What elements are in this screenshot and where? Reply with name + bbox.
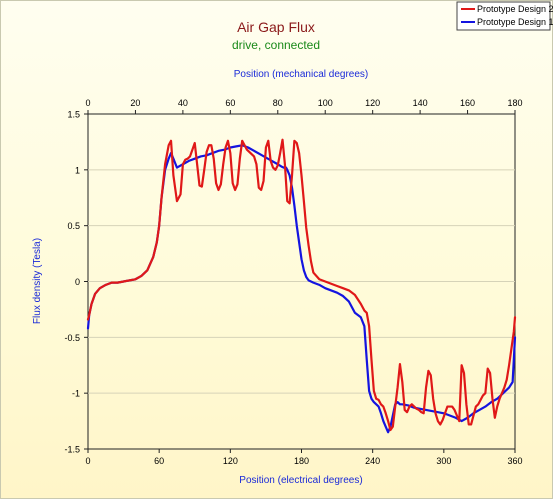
- x-tick-label-top: 60: [225, 98, 235, 108]
- x-axis-top-label: Position (mechanical degrees): [234, 69, 369, 80]
- series-line-design2: [86, 138, 517, 432]
- series-line-design1: [86, 144, 517, 434]
- legend-box: [456, 1, 551, 31]
- y-tick-label: 0.5: [67, 221, 80, 231]
- x-tick-label-top: 180: [507, 98, 522, 108]
- x-tick-label-bottom: 0: [85, 456, 90, 466]
- x-tick-label-top: 120: [365, 98, 380, 108]
- chart-title: Air Gap Flux: [237, 19, 315, 35]
- y-tick-label: 1: [75, 165, 80, 175]
- x-axis-bottom-label: Position (electrical degrees): [239, 475, 362, 486]
- x-tick-label-bottom: 180: [294, 456, 309, 466]
- chart-subtitle: drive, connected: [232, 38, 320, 52]
- x-tick-label-top: 160: [460, 98, 475, 108]
- x-tick-label-bottom: 360: [507, 456, 522, 466]
- x-tick-label-top: 80: [273, 98, 283, 108]
- x-tick-label-bottom: 120: [223, 456, 238, 466]
- y-tick-label: -1: [72, 389, 80, 399]
- x-tick-label-bottom: 60: [154, 456, 164, 466]
- legend-label-design2: Prototype Design 2: [477, 4, 553, 14]
- y-tick-label: 1.5: [67, 110, 80, 120]
- x-tick-label-top: 0: [85, 98, 90, 108]
- y-tick-label: -0.5: [64, 333, 80, 343]
- x-tick-label-top: 20: [130, 98, 140, 108]
- legend: Prototype Design 2 Prototype Design 1: [456, 1, 553, 31]
- y-tick-label: -1.5: [64, 445, 80, 455]
- legend-label-design1: Prototype Design 1: [477, 17, 553, 27]
- y-axis-label: Flux density (Tesla): [32, 238, 43, 324]
- x-tick-label-bottom: 300: [436, 456, 451, 466]
- x-tick-label-top: 100: [318, 98, 333, 108]
- x-tick-label-top: 140: [413, 98, 428, 108]
- x-tick-label-top: 40: [178, 98, 188, 108]
- y-tick-label: 0: [75, 277, 80, 287]
- x-tick-label-bottom: 240: [365, 456, 380, 466]
